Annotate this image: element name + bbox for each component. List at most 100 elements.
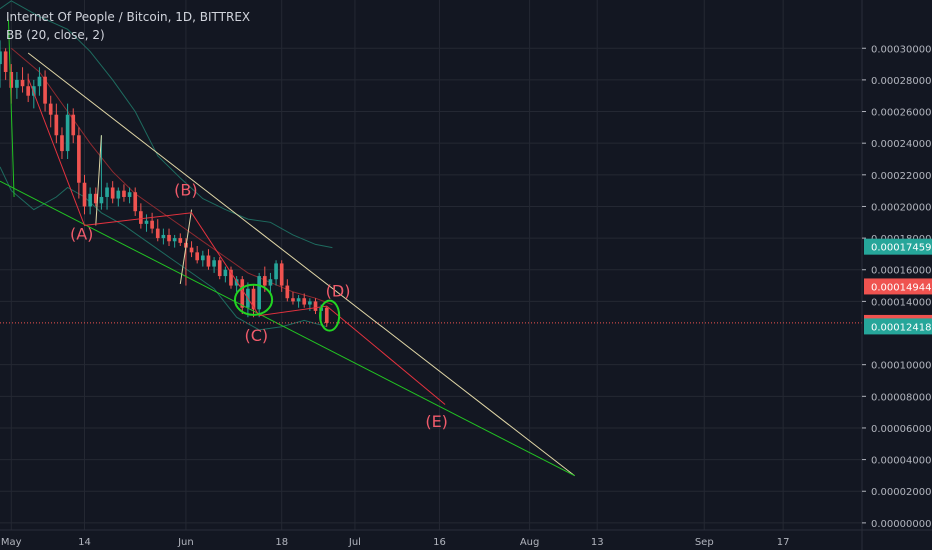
price-tick-label: 0.00010000 — [871, 361, 931, 372]
candle — [234, 276, 239, 292]
price-tick-label: 0.00000000 — [871, 519, 931, 530]
price-tick-label: 0.00008000 — [871, 392, 931, 403]
price-badge: 0.00014944 — [864, 278, 932, 295]
price-tick-label: 0.00004000 — [871, 456, 931, 467]
candle — [274, 260, 278, 286]
candle-body — [206, 255, 211, 267]
candle-body — [116, 190, 121, 199]
price-badge-box — [864, 238, 932, 255]
price-tick-label: 0.00028000 — [871, 76, 931, 87]
candle-body — [65, 114, 70, 152]
candle-body — [99, 196, 104, 204]
price-tick-label: 0.00020000 — [871, 202, 931, 213]
trend-lines — [0, 19, 862, 477]
candle-body — [155, 228, 160, 239]
candle — [229, 266, 233, 289]
candle — [150, 212, 154, 234]
price-tick-label: 0.00014000 — [871, 297, 931, 308]
candle — [99, 135, 104, 210]
time-tick-label: 14 — [78, 537, 91, 548]
candle — [291, 291, 295, 305]
candle — [206, 249, 211, 270]
candle-body — [285, 285, 290, 299]
candle — [285, 279, 290, 302]
candle-body — [262, 276, 267, 286]
candle-body — [26, 86, 31, 96]
candle-body — [212, 260, 216, 267]
wave-label: (D) — [326, 282, 351, 301]
candle — [122, 184, 126, 202]
candle-body — [178, 238, 183, 243]
candle — [82, 174, 87, 215]
time-tick-label: Jun — [177, 537, 194, 548]
candle — [144, 214, 149, 232]
price-badge-label: 0.00014944 — [871, 282, 931, 293]
candle-body — [9, 71, 14, 88]
wave-label: (E) — [425, 412, 448, 431]
candle-body — [31, 86, 36, 96]
candle-body — [15, 79, 19, 88]
wave-path — [27, 78, 446, 405]
price-tick-label: 0.00026000 — [871, 108, 931, 119]
candle-body — [122, 190, 126, 197]
candle-body — [93, 193, 98, 204]
time-tick-label: 18 — [275, 537, 288, 548]
trendline-pole-a — [95, 135, 102, 226]
candle — [105, 182, 109, 210]
candle-body — [43, 76, 47, 104]
candle — [88, 187, 92, 215]
candle — [116, 187, 121, 207]
candle — [54, 103, 59, 144]
candle-body — [20, 79, 25, 87]
candle — [133, 187, 138, 216]
candle-body — [54, 114, 59, 136]
candle-body — [105, 187, 109, 197]
candle-body — [257, 276, 261, 310]
candle — [60, 127, 64, 159]
candle — [161, 228, 166, 245]
candle — [77, 127, 81, 199]
trendline-upper — [27, 52, 575, 477]
candle-body — [296, 298, 301, 302]
candle-body — [274, 263, 278, 280]
trendline-lower — [0, 180, 575, 477]
candle — [240, 276, 245, 315]
price-badge: 0.00017459 — [864, 238, 932, 255]
candle — [48, 95, 53, 128]
candle-body — [268, 279, 273, 286]
candle-body — [240, 279, 245, 308]
candle — [268, 272, 273, 296]
candle — [65, 103, 70, 159]
candle-body — [139, 211, 143, 224]
price-tick-label: 0.00016000 — [871, 266, 931, 277]
price-tick-label: 0.00006000 — [871, 424, 931, 435]
candle — [302, 293, 307, 308]
candle — [189, 241, 194, 258]
time-tick-label: Aug — [520, 537, 540, 548]
candle — [178, 233, 183, 247]
bb-upper-line — [0, 0, 333, 249]
time-tick-label: Jul — [348, 537, 361, 548]
candle-body — [279, 263, 284, 286]
candle-body — [217, 260, 222, 277]
wave-label: (C) — [245, 326, 269, 345]
candle — [15, 71, 19, 99]
candle-body — [82, 182, 87, 207]
trendline-pole-b — [179, 209, 193, 285]
candle-body — [37, 76, 42, 87]
candle-body — [127, 192, 132, 197]
candle — [139, 203, 143, 229]
candle-body — [150, 220, 154, 229]
price-badge-label: 0.00017459 — [871, 243, 931, 254]
candle — [200, 250, 205, 267]
candle-body — [110, 187, 115, 199]
bollinger-bands — [0, 0, 333, 331]
candle-body — [302, 298, 307, 305]
price-tick-label: 0.00022000 — [871, 171, 931, 182]
bb-lower-line — [0, 166, 327, 331]
candle — [71, 108, 76, 144]
bb-basis-line — [10, 47, 333, 306]
